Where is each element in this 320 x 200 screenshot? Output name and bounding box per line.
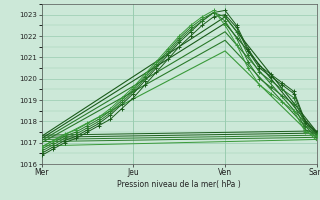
X-axis label: Pression niveau de la mer( hPa ): Pression niveau de la mer( hPa ) [117,180,241,189]
